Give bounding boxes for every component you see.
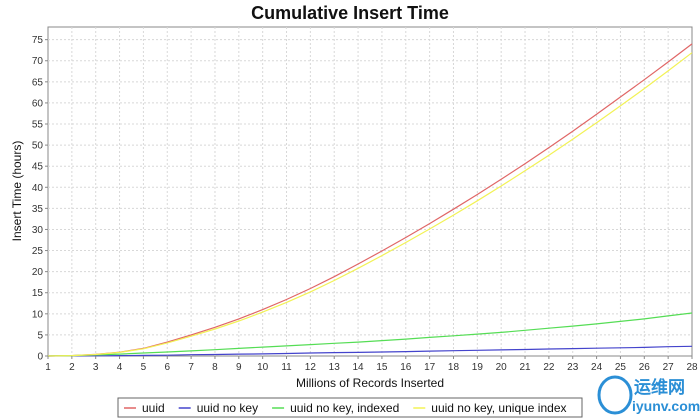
legend: uuid uuid no key uuid no key, indexed uuid … bbox=[124, 401, 567, 415]
x-tick-label: 3 bbox=[93, 362, 99, 373]
series-group bbox=[47, 43, 693, 357]
y-tick-label: 60 bbox=[32, 98, 44, 109]
plot-area bbox=[47, 26, 693, 357]
x-tick-label: 24 bbox=[591, 362, 603, 373]
series-line-2 bbox=[47, 312, 693, 357]
y-tick-label: 45 bbox=[32, 162, 44, 173]
y-tick-label: 5 bbox=[37, 330, 43, 341]
legend-box bbox=[117, 397, 583, 418]
x-tick-label: 12 bbox=[305, 362, 317, 373]
y-tick-label: 50 bbox=[32, 141, 44, 152]
y-tick-label: 20 bbox=[32, 267, 44, 278]
x-tick-label: 6 bbox=[164, 362, 170, 373]
x-tick-label: 19 bbox=[472, 362, 484, 373]
x-tick-label: 25 bbox=[615, 362, 627, 373]
x-tick-label: 4 bbox=[117, 362, 123, 373]
series-line-3 bbox=[47, 52, 693, 357]
x-tick-label: 13 bbox=[329, 362, 341, 373]
x-tick-label: 22 bbox=[543, 362, 555, 373]
chart-title: Cumulative Insert Time bbox=[251, 3, 449, 23]
y-tick-label: 70 bbox=[32, 56, 44, 67]
x-tick-label: 23 bbox=[567, 362, 579, 373]
y-tick-label: 0 bbox=[37, 352, 43, 363]
legend-label-2: uuid no key, indexed bbox=[290, 401, 399, 415]
x-tick-label: 27 bbox=[663, 362, 675, 373]
y-tick-label: 10 bbox=[32, 309, 44, 320]
watermark-url-text: iyunv.com bbox=[632, 398, 700, 414]
x-tick-label: 2 bbox=[69, 362, 75, 373]
x-tick-label: 16 bbox=[400, 362, 412, 373]
y-tick-label: 30 bbox=[32, 225, 44, 236]
x-tick-label: 28 bbox=[686, 362, 698, 373]
x-tick-label: 15 bbox=[376, 362, 388, 373]
x-tick-label: 5 bbox=[141, 362, 147, 373]
x-tick-label: 1 bbox=[45, 362, 51, 373]
x-tick-label: 7 bbox=[188, 362, 194, 373]
y-tick-label: 40 bbox=[32, 183, 44, 194]
y-tick-label: 75 bbox=[32, 35, 44, 46]
x-axis-title: Millions of Records Inserted bbox=[296, 376, 444, 390]
grid bbox=[48, 27, 692, 356]
y-tick-label: 65 bbox=[32, 77, 44, 88]
legend-label-0: uuid bbox=[142, 401, 165, 415]
y-tick-label: 35 bbox=[32, 204, 44, 215]
y-axis-title: Insert Time (hours) bbox=[10, 141, 24, 242]
x-tick-label: 17 bbox=[424, 362, 436, 373]
x-tick-label: 20 bbox=[496, 362, 508, 373]
x-tick-label: 8 bbox=[212, 362, 218, 373]
watermark: 运维网 iyunv.com bbox=[597, 375, 700, 415]
x-tick-label: 14 bbox=[353, 362, 365, 373]
y-tick-label: 15 bbox=[32, 288, 44, 299]
x-tick-label: 11 bbox=[281, 362, 292, 373]
y-tick-label: 25 bbox=[32, 246, 44, 257]
watermark-cn-text: 运维网 bbox=[634, 377, 685, 397]
x-tick-label: 9 bbox=[236, 362, 242, 373]
x-tick-label: 26 bbox=[639, 362, 651, 373]
watermark-logo-icon bbox=[597, 375, 633, 415]
series-line-1 bbox=[47, 345, 693, 357]
y-tick-label: 55 bbox=[32, 120, 44, 131]
legend-label-1: uuid no key bbox=[197, 401, 258, 415]
legend-label-3: uuid no key, unique index bbox=[431, 401, 566, 415]
x-tick-label: 10 bbox=[257, 362, 269, 373]
x-tick-label: 18 bbox=[448, 362, 460, 373]
x-tick-label: 21 bbox=[519, 362, 531, 373]
